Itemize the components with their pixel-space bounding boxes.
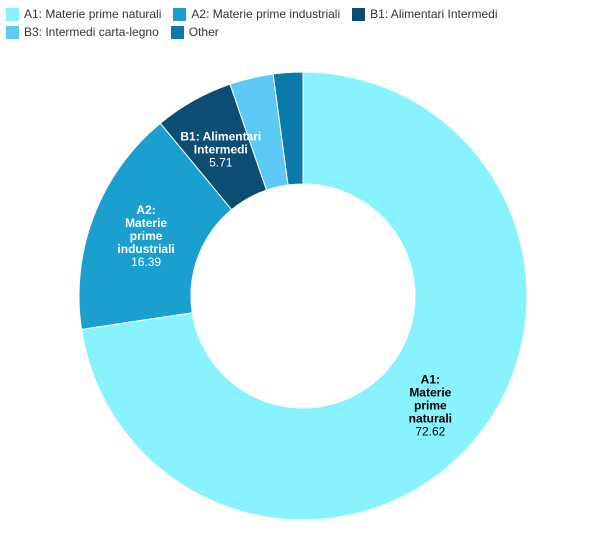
slice-label-a2-materie-prime-industriali: A2: Materie prime industriali 16.39: [117, 203, 174, 269]
slice-value-label: 72.62: [415, 425, 445, 439]
slice-label-line: prime: [130, 229, 163, 243]
legend-item-other[interactable]: Other: [170, 25, 219, 39]
legend-swatch: [6, 7, 19, 21]
legend-item-b1-alimentari-intermedi[interactable]: B1: Alimentari Intermedi: [352, 7, 498, 21]
slice-value-label: 5.71: [209, 155, 233, 169]
legend-swatch: [170, 25, 184, 39]
slice-label-line: A1:: [421, 373, 440, 387]
chart-legend: A1: Materie prime naturali A2: Materie pr…: [6, 7, 606, 39]
legend-label: Other: [188, 25, 219, 39]
donut-slices: [78, 71, 528, 521]
slice-label-a1-materie-prime-naturali: A1: Materie prime naturali 72.62: [409, 373, 452, 439]
slice-label-line: industriali: [117, 242, 174, 256]
legend-label: B3: Intermedi carta-legno: [24, 25, 159, 39]
legend-item-a1-materie-prime-naturali[interactable]: A1: Materie prime naturali: [6, 7, 161, 21]
slice-label-line: Intermedi: [194, 142, 248, 156]
legend-swatch: [352, 7, 366, 21]
slice-label-line: A2:: [136, 203, 155, 217]
slice-a1-materie-prime-naturali[interactable]: [80, 71, 528, 521]
slice-label-line: naturali: [409, 412, 452, 426]
slice-label-line: prime: [414, 399, 447, 413]
slice-other[interactable]: [272, 71, 304, 186]
slice-label-line: Materie: [409, 386, 451, 400]
legend-item-a2-materie-prime-industriali[interactable]: A2: Materie prime industriali: [173, 7, 340, 21]
legend-item-b3-intermedi-carta-legno[interactable]: B3: Intermedi carta-legno: [6, 25, 159, 39]
slice-label-b1-alimentari-intermedi: B1: Alimentari Intermedi 5.71: [180, 129, 261, 169]
slice-label-line: Materie: [125, 216, 167, 230]
slice-value-label: 16.39: [131, 255, 161, 269]
legend-label: A1: Materie prime naturali: [24, 7, 162, 21]
legend-label: B1: Alimentari Intermedi: [370, 7, 498, 21]
legend-label: A2: Materie prime industriali: [191, 7, 341, 21]
legend-swatch: [173, 7, 187, 21]
legend-swatch: [6, 25, 19, 39]
slice-label-line: B1: Alimentari: [180, 129, 261, 143]
slice-a2-materie-prime-industriali[interactable]: [78, 122, 233, 330]
